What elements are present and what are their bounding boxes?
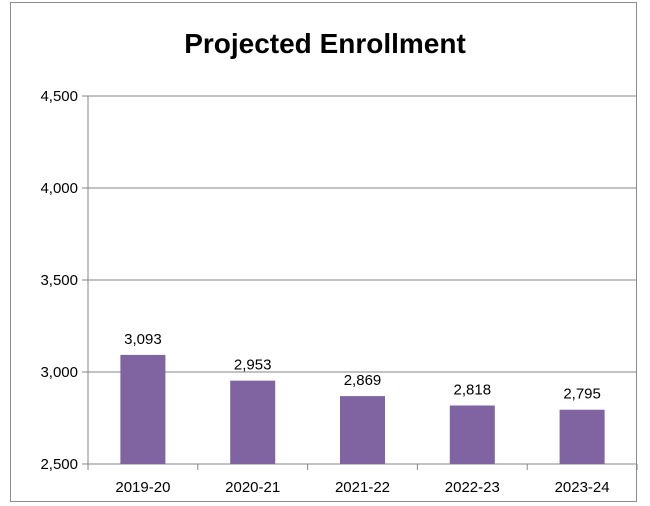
bar	[559, 409, 605, 464]
bar	[120, 354, 166, 464]
y-tick-label: 3,000	[40, 364, 78, 381]
y-tick-label: 2,500	[40, 456, 78, 473]
data-label: 2,818	[454, 381, 492, 398]
chart-frame	[10, 2, 637, 502]
x-tick-label: 2021-22	[335, 479, 390, 496]
x-tick-label: 2023-24	[555, 479, 610, 496]
data-label: 3,093	[124, 331, 162, 348]
chart-title: Projected Enrollment	[184, 28, 466, 59]
y-tick-label: 3,500	[40, 272, 78, 289]
y-tick-label: 4,500	[40, 88, 78, 105]
x-tick-label: 2022-23	[445, 479, 500, 496]
y-tick-label: 4,000	[40, 180, 78, 197]
bar	[230, 380, 276, 464]
data-label: 2,869	[344, 372, 382, 389]
data-label: 2,953	[234, 357, 272, 374]
x-tick-label: 2020-21	[225, 479, 280, 496]
x-tick-label: 2019-20	[115, 479, 170, 496]
bar	[449, 405, 495, 464]
bar	[339, 396, 386, 464]
data-label: 2,795	[563, 386, 601, 403]
